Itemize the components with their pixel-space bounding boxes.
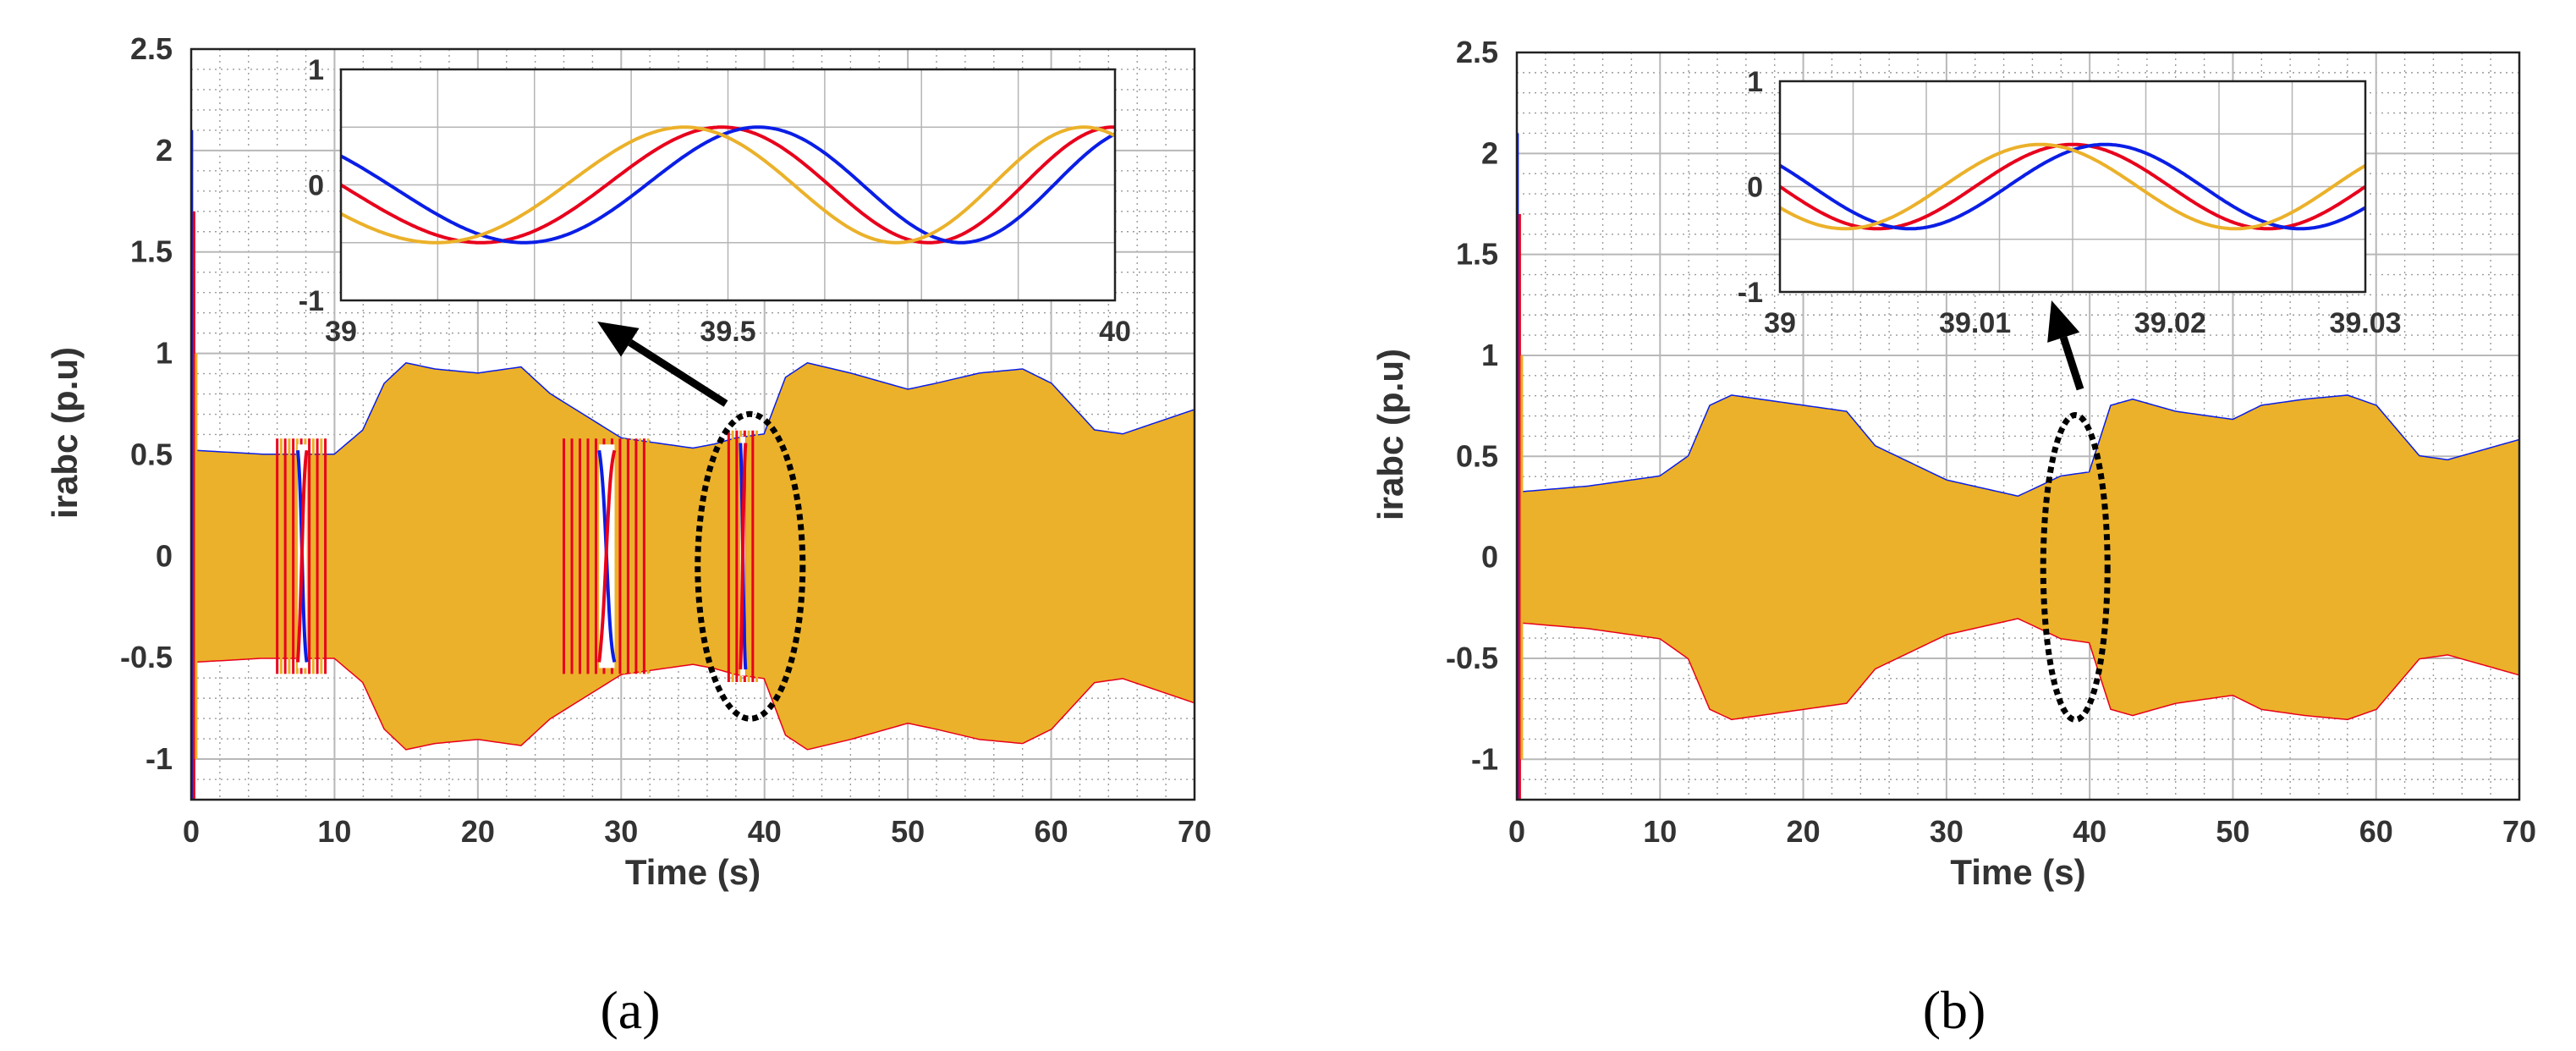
y-tick-label: 2.5	[1456, 35, 1498, 69]
inset-series-a-line	[339, 125, 1115, 245]
inset-series-c-line	[1778, 142, 2367, 231]
panel-label: (a)	[600, 980, 660, 1040]
inset-y-tick-label: 0	[308, 170, 324, 202]
inset-x-tick-label: 39.02	[2134, 307, 2206, 339]
inset-x-tick-label: 39	[1764, 307, 1796, 339]
x-axis-label: Time (s)	[1950, 852, 2085, 892]
inset-frame	[1778, 80, 2367, 294]
x-axis-label: Time (s)	[625, 852, 761, 892]
y-tick-label: 1	[156, 336, 173, 371]
x-tick-label: 10	[1643, 814, 1677, 849]
x-tick-label: 40	[2073, 814, 2106, 849]
disturbance-region	[727, 430, 759, 682]
y-axis-label: irabc (p.u)	[1370, 349, 1410, 520]
series-a-disturbance-trace	[295, 449, 309, 663]
y-tick-label: -1	[146, 741, 173, 776]
inset-y-tick-label: -1	[299, 285, 324, 317]
inset-chart: 39 39.01 39.02 39.03 -1 0 1	[1738, 66, 2402, 339]
series-c-band	[191, 363, 1195, 750]
y-tick-label: 2	[156, 133, 173, 168]
y-tick-label: 1	[1481, 338, 1498, 372]
x-tick-label: 60	[2359, 814, 2393, 849]
y-tick-label: -1	[1471, 741, 1498, 776]
series-a-disturbance-trace	[739, 443, 748, 670]
zoom-arrow-head	[2047, 300, 2080, 343]
y-tick-label: 0.5	[1456, 438, 1498, 473]
x-tick-label: 70	[1178, 814, 1211, 849]
inset-grid	[1780, 81, 2365, 292]
x-tick-label: 30	[1930, 814, 1964, 849]
inset-y-tick-label: 0	[1747, 172, 1763, 204]
y-tick-label: -0.5	[120, 640, 173, 674]
inset-series-c-line	[340, 125, 1116, 245]
x-tick-label: 50	[2216, 814, 2249, 849]
x-tick-label: 20	[461, 814, 495, 849]
inset-y-tick-label: 1	[1747, 66, 1763, 98]
y-tick-label: -0.5	[1446, 641, 1498, 675]
inset-y-tick-label: -1	[1738, 277, 1763, 309]
zoom-region-ellipse	[695, 410, 806, 722]
zoom-arrow-head	[597, 322, 640, 357]
y-tick-label: 2	[1481, 135, 1498, 170]
inset-y-tick-label: 1	[308, 54, 324, 86]
disturbance-region	[563, 438, 650, 674]
inset-x-tick-label: 39.01	[1939, 307, 2011, 339]
y-tick-label: 1.5	[1456, 237, 1498, 272]
inset-series-b-line	[340, 125, 1116, 245]
disturbance-region	[276, 438, 327, 674]
y-tick-label: 1.5	[130, 234, 173, 269]
x-tick-label: 0	[1508, 814, 1525, 849]
x-tick-label: 30	[604, 814, 638, 849]
x-tick-label: 60	[1035, 814, 1068, 849]
series-a-disturbance-trace	[597, 449, 617, 663]
x-tick-label: 70	[2502, 814, 2536, 849]
y-tick-label: 0.5	[130, 437, 173, 471]
zoom-arrow-shaft	[2059, 336, 2084, 391]
zoom-arrow-shaft	[628, 338, 728, 407]
y-tick-label: 0	[156, 538, 173, 573]
inset-x-tick-label: 39.5	[700, 316, 755, 348]
x-tick-label: 50	[891, 814, 925, 849]
series-c-band	[1517, 395, 2519, 719]
x-tick-label: 40	[748, 814, 782, 849]
inset-x-tick-label: 39.03	[2329, 307, 2401, 339]
y-axis-label: irabc (p.u)	[45, 347, 85, 519]
inset-x-tick-label: 40	[1099, 316, 1131, 348]
inset-x-tick-label: 39	[325, 316, 357, 348]
y-tick-label: 2.5	[130, 31, 173, 66]
plot-frame	[1515, 51, 2521, 801]
zoom-region-ellipse	[2040, 412, 2111, 724]
plot-frame	[189, 47, 1196, 801]
inset-frame	[339, 68, 1117, 302]
x-tick-label: 20	[1787, 814, 1821, 849]
inset-chart: 39 39.5 40 -1 0 1	[299, 54, 1131, 348]
x-tick-label: 10	[317, 814, 351, 849]
y-tick-label: 0	[1481, 540, 1498, 575]
panel-label: (b)	[1923, 980, 1986, 1040]
x-tick-label: 0	[183, 814, 200, 849]
inset-series-a-line	[1778, 142, 2367, 231]
